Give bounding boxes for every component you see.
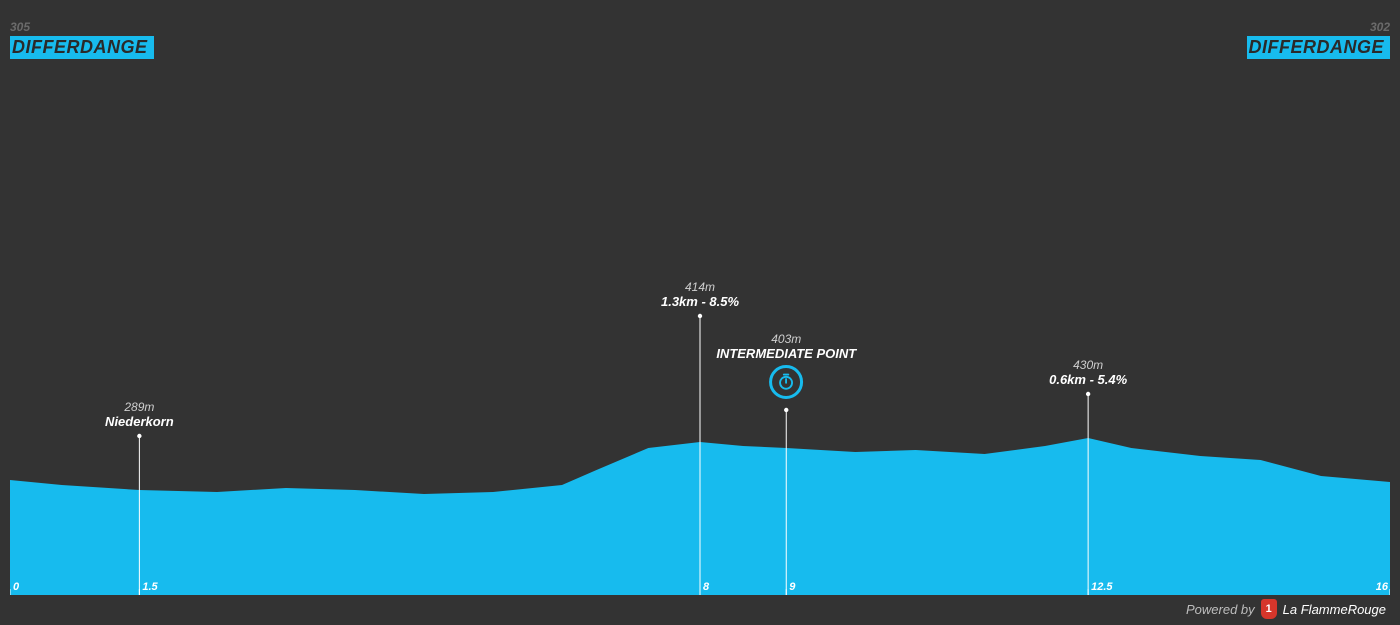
marker-label: Niederkorn xyxy=(105,414,174,429)
intermediate-point-marker: 403mINTERMEDIATE POINT xyxy=(716,332,856,399)
km-tick-label: 12.5 xyxy=(1091,581,1112,593)
marker-label: 1.3km - 8.5% xyxy=(661,294,739,309)
climb-marker: 430m0.6km - 5.4% xyxy=(1049,358,1127,387)
elevation-profile-chart: 305 DIFFERDANGE 302 DIFFERDANGE 289mNied… xyxy=(10,20,1390,595)
climb-marker: 414m1.3km - 8.5% xyxy=(661,280,739,309)
stopwatch-icon xyxy=(769,365,803,399)
km-tick-label: 9 xyxy=(789,581,795,593)
powered-by-label: Powered by xyxy=(1186,602,1255,617)
marker-label: 0.6km - 5.4% xyxy=(1049,372,1127,387)
marker-altitude: 403m xyxy=(716,332,856,346)
marker-altitude: 289m xyxy=(105,400,174,414)
flame-badge-icon: 1 xyxy=(1261,599,1277,619)
km-tick-label: 0 xyxy=(13,581,19,593)
km-tick-label: 8 xyxy=(703,581,709,593)
marker-altitude: 430m xyxy=(1049,358,1127,372)
attribution-footer: Powered by 1 La FlammeRouge xyxy=(1186,599,1386,619)
marker-altitude: 414m xyxy=(661,280,739,294)
km-tick-label: 16 xyxy=(1376,581,1388,593)
brand-name: La FlammeRouge xyxy=(1283,602,1386,617)
km-tick-label: 1.5 xyxy=(142,581,157,593)
marker-label: INTERMEDIATE POINT xyxy=(716,346,856,361)
place-marker: 289mNiederkorn xyxy=(105,400,174,429)
